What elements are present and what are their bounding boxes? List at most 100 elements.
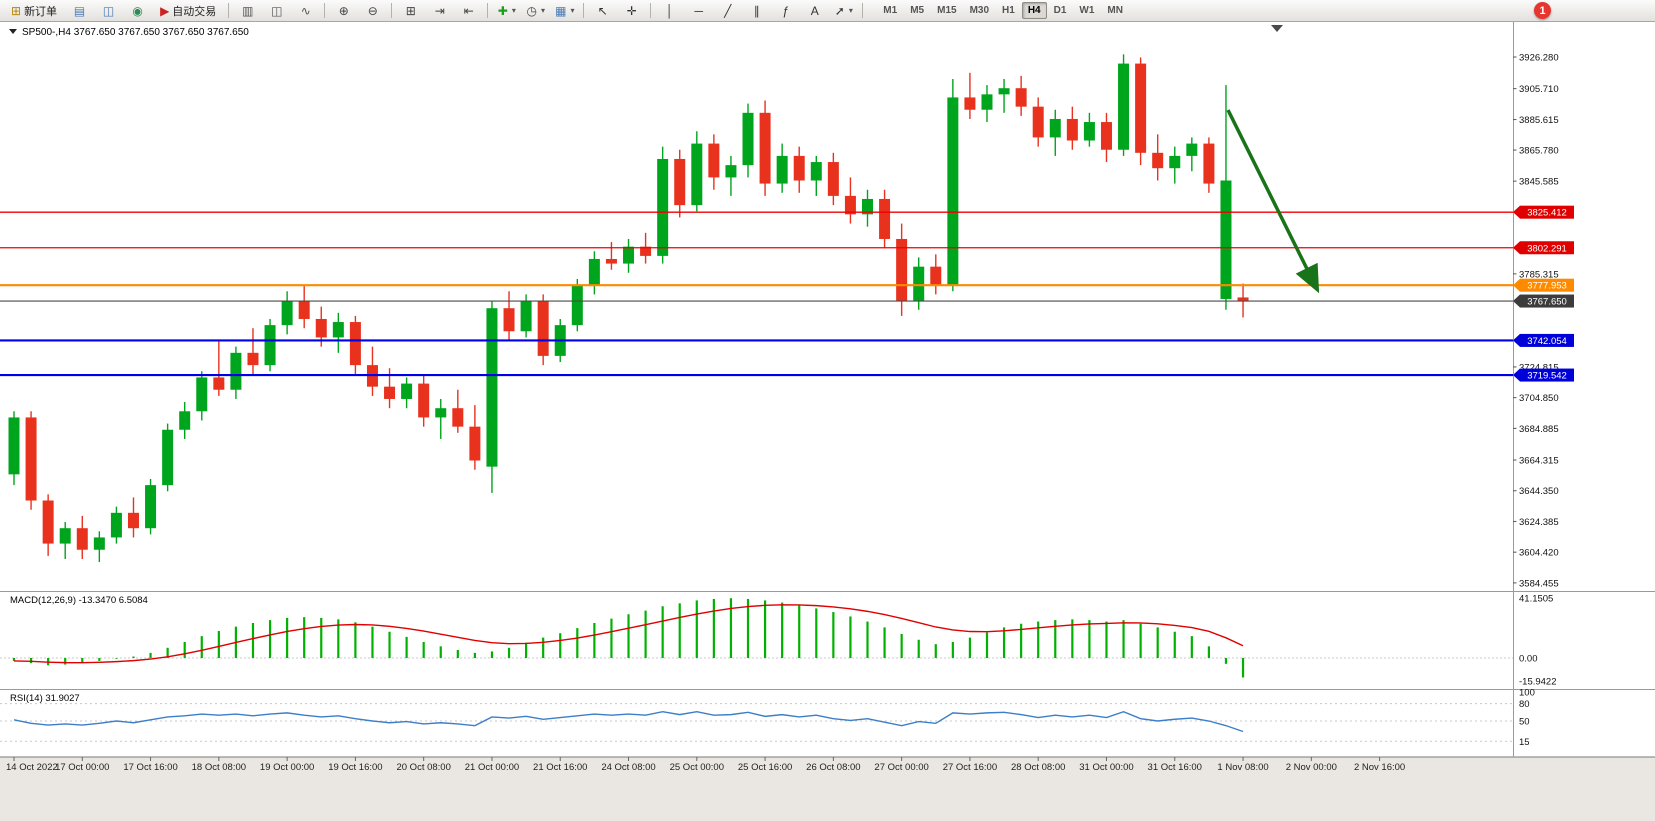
auto-trading-button[interactable]: ▶ 自动交易 bbox=[153, 0, 223, 21]
price-tag bbox=[1520, 368, 1574, 382]
channel-icon[interactable]: ∥ bbox=[743, 0, 770, 21]
templates-icon[interactable]: ▦ ▾ bbox=[551, 0, 578, 21]
timeframe-d1-button[interactable]: D1 bbox=[1048, 2, 1073, 19]
candle-body bbox=[725, 165, 737, 178]
new-order-glyph: ⊞ bbox=[11, 3, 22, 18]
time-axis-label: 17 Oct 16:00 bbox=[123, 762, 177, 773]
timeframe-h4-button[interactable]: H4 bbox=[1021, 2, 1047, 19]
arrows-tool-icon[interactable]: ➚ ▾ bbox=[830, 0, 857, 21]
candle-body bbox=[759, 112, 771, 184]
auto-scroll-icon[interactable]: ⇥ bbox=[426, 0, 453, 21]
crosshair-icon-glyph: ✛ bbox=[626, 3, 637, 18]
vertical-line-icon[interactable]: │ bbox=[656, 0, 683, 21]
bar-chart-icon[interactable]: ▥ bbox=[234, 0, 261, 21]
time-axis-label: 31 Oct 16:00 bbox=[1148, 762, 1202, 773]
candle-body bbox=[59, 528, 71, 544]
chart-window-icon[interactable]: ▤ bbox=[66, 0, 93, 21]
tile-windows-icon[interactable]: ⊞ bbox=[397, 0, 424, 21]
fibonacci-icon-glyph: ƒ bbox=[782, 3, 790, 18]
price-axis-label: 3865.780 bbox=[1519, 146, 1559, 157]
trendline-icon[interactable]: ╱ bbox=[714, 0, 741, 21]
price-axis-label: 3584.455 bbox=[1519, 578, 1559, 589]
timeframe-m1-button[interactable]: M1 bbox=[877, 2, 903, 19]
cursor-icon-glyph: ↖ bbox=[597, 3, 608, 18]
time-axis-label: 2 Nov 00:00 bbox=[1286, 762, 1337, 773]
price-axis-label: 3905.710 bbox=[1519, 84, 1559, 95]
timeframe-m30-button[interactable]: M30 bbox=[964, 2, 995, 19]
notification-badge[interactable]: 1 bbox=[1534, 2, 1551, 19]
indicators-icon-glyph: ✚ bbox=[497, 3, 508, 18]
candle-body bbox=[742, 112, 754, 166]
candle-body bbox=[298, 300, 310, 319]
timeframe-m5-button[interactable]: M5 bbox=[904, 2, 930, 19]
horizontal-line-icon[interactable]: ─ bbox=[685, 0, 712, 21]
price-tag bbox=[1520, 278, 1574, 292]
timeframe-mn-button[interactable]: MN bbox=[1101, 2, 1129, 19]
candle-body bbox=[110, 512, 122, 538]
candlestick-chart-icon[interactable]: ◫ bbox=[263, 0, 290, 21]
profiles-icon[interactable]: ◫ bbox=[95, 0, 122, 21]
zoom-in-icon[interactable]: ⊕ bbox=[330, 0, 357, 21]
text-tool-icon-glyph: A bbox=[810, 3, 819, 18]
zoom-out-icon[interactable]: ⊖ bbox=[359, 0, 386, 21]
candle-body bbox=[401, 383, 413, 399]
candle-body bbox=[162, 429, 174, 486]
line-chart-icon-glyph: ∿ bbox=[300, 3, 311, 18]
line-chart-icon[interactable]: ∿ bbox=[292, 0, 319, 21]
rsi-header: RSI(14) 31.9027 bbox=[10, 693, 80, 704]
navigator-icon[interactable]: ◉ bbox=[124, 0, 151, 21]
candle-body bbox=[1066, 118, 1078, 141]
toolbar-separator bbox=[228, 3, 230, 18]
rsi-axis-label: 100 bbox=[1519, 688, 1535, 699]
chart-shift-marker bbox=[1271, 25, 1283, 32]
indicators-icon[interactable]: ✚ ▾ bbox=[493, 0, 520, 21]
candle-body bbox=[810, 162, 822, 181]
crosshair-icon[interactable]: ✛ bbox=[618, 0, 645, 21]
profiles-icon-glyph: ◫ bbox=[102, 3, 115, 18]
price-tag bbox=[1520, 294, 1574, 308]
candle-body bbox=[793, 155, 805, 181]
macd-axis-label: -15.9422 bbox=[1519, 677, 1557, 688]
time-axis-label: 17 Oct 00:00 bbox=[55, 762, 109, 773]
price-axis-label: 3704.850 bbox=[1519, 393, 1559, 404]
timeframe-w1-button[interactable]: W1 bbox=[1073, 2, 1100, 19]
candle-body bbox=[896, 238, 908, 301]
price-tag-arrow bbox=[1513, 278, 1520, 292]
cursor-icon[interactable]: ↖ bbox=[589, 0, 616, 21]
time-axis-label: 21 Oct 00:00 bbox=[465, 762, 519, 773]
candle-body bbox=[537, 300, 549, 356]
price-tag-label: 3802.291 bbox=[1527, 243, 1567, 254]
chart-window-icon-glyph: ▤ bbox=[73, 3, 86, 18]
toolbar-separator bbox=[862, 3, 864, 18]
fibonacci-icon[interactable]: ƒ bbox=[772, 0, 799, 21]
timeframe-m15-button[interactable]: M15 bbox=[931, 2, 962, 19]
toolbar-separator bbox=[324, 3, 326, 18]
candle-body bbox=[1032, 106, 1044, 138]
trend-arrow-annotation[interactable] bbox=[1226, 109, 1320, 294]
candle-body bbox=[1049, 118, 1061, 138]
candle-body bbox=[913, 266, 925, 301]
new-order-button[interactable]: ⊞ 新订单 bbox=[4, 0, 64, 21]
chart-shift-icon[interactable]: ⇤ bbox=[455, 0, 482, 21]
chart-menu-icon[interactable] bbox=[9, 29, 17, 34]
templates-icon-glyph: ▦ bbox=[555, 3, 567, 18]
time-axis-label: 25 Oct 16:00 bbox=[738, 762, 792, 773]
periods-icon-glyph: ◷ bbox=[526, 3, 538, 18]
candle-body bbox=[674, 158, 686, 206]
tile-windows-icon-glyph: ⊞ bbox=[405, 3, 416, 18]
macd-header: MACD(12,26,9) -13.3470 6.5084 bbox=[10, 595, 148, 606]
price-tag-arrow bbox=[1513, 368, 1520, 382]
candle-body bbox=[1237, 297, 1249, 302]
candle-body bbox=[964, 97, 976, 110]
candle-body bbox=[827, 162, 839, 196]
timeframe-h1-button[interactable]: H1 bbox=[996, 2, 1021, 19]
rsi-line bbox=[13, 710, 1244, 733]
price-tag bbox=[1520, 333, 1574, 347]
time-axis-label: 25 Oct 00:00 bbox=[670, 762, 724, 773]
text-tool-icon[interactable]: A bbox=[801, 0, 828, 21]
periods-icon[interactable]: ◷ ▾ bbox=[522, 0, 549, 21]
price-axis-label: 3885.615 bbox=[1519, 115, 1559, 126]
candlesticks bbox=[8, 54, 1249, 563]
